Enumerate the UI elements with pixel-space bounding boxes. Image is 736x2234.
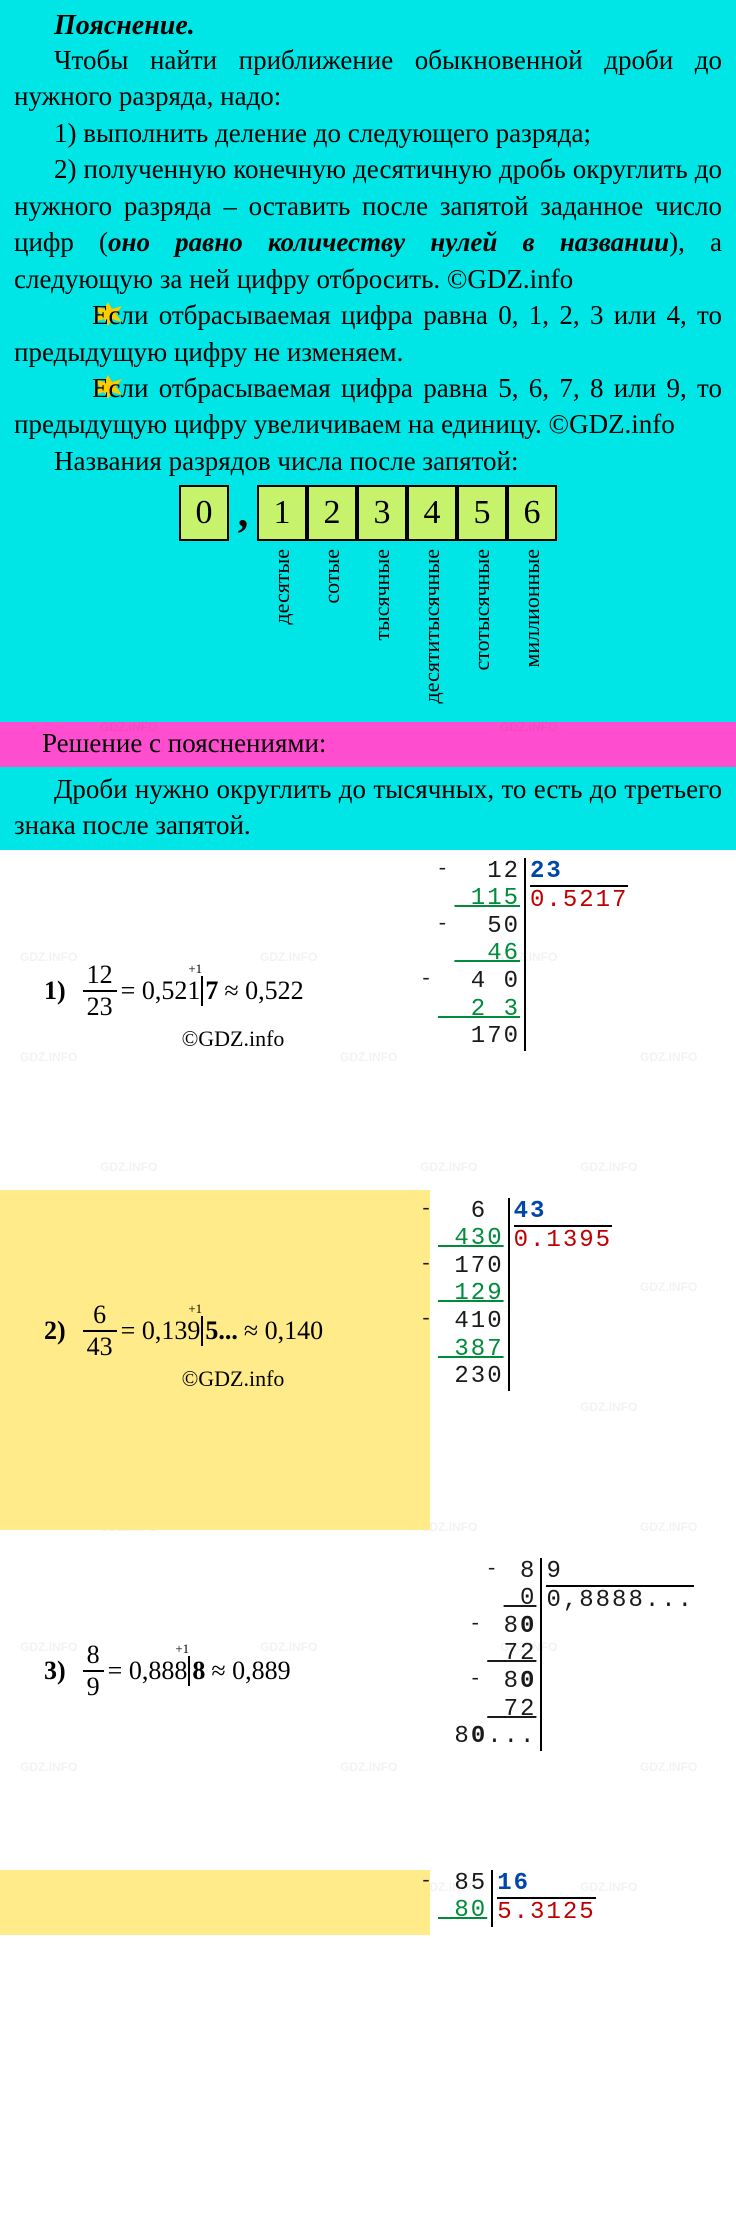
problem-2-formula: 2) 6 43 = 0,13 95... ≈ 0,140 bbox=[44, 1300, 422, 1362]
digit-0: 0 bbox=[179, 485, 229, 541]
label-hundredths: сотые bbox=[319, 549, 345, 608]
problem-3: 3) 8 9 = 0,88 88 ≈ 0,889 8 0 80 72 bbox=[0, 1530, 736, 1870]
long-division-2: 6 430 170 129 410 387 230 43 0.1395 bbox=[438, 1198, 708, 1391]
digit-5: 5 bbox=[457, 485, 507, 541]
long-division-4: 85 80 16 5.3125 bbox=[438, 1870, 708, 1927]
digit-3: 3 bbox=[357, 485, 407, 541]
label-millionths: миллионные bbox=[519, 549, 545, 672]
fraction: 8 9 bbox=[83, 1640, 104, 1702]
solution-note: Дроби нужно округлить до тысячных, то ес… bbox=[0, 767, 736, 850]
problems-section: 1) 12 23 = 0,52 17 ≈ 0,522 ©GDZ.info 12 … bbox=[0, 850, 736, 1935]
digit-4: 4 bbox=[407, 485, 457, 541]
step-1: 1) выполнить деление до следующего разря… bbox=[14, 115, 722, 151]
cutoff-digit: 7 bbox=[201, 976, 218, 1006]
decimal-comma: , bbox=[229, 485, 257, 541]
problem-2: 2) 6 43 = 0,13 95... ≈ 0,140 ©GDZ.info 6… bbox=[0, 1190, 736, 1530]
problem-1: 1) 12 23 = 0,52 17 ≈ 0,522 ©GDZ.info 12 … bbox=[0, 850, 736, 1190]
fraction: 6 43 bbox=[83, 1300, 117, 1362]
star-icon bbox=[54, 299, 82, 323]
solution-header: Решение с пояснениями: bbox=[0, 722, 736, 767]
rule-round-down: Если отбрасываемая цифра равна 0, 1, 2, … bbox=[14, 297, 722, 370]
place-labels-row: десятые сотые тысячные десятитысячные ст… bbox=[14, 549, 722, 707]
digit-6: 6 bbox=[507, 485, 557, 541]
fraction: 12 23 bbox=[83, 960, 117, 1022]
problem-4-partial: 85 80 16 5.3125 bbox=[0, 1870, 736, 1935]
places-intro: Названия разрядов числа после запятой: bbox=[14, 443, 722, 479]
copyright-text: ©GDZ.info bbox=[44, 1366, 422, 1392]
label-thousandths: тысячные bbox=[369, 549, 395, 645]
digit-2: 2 bbox=[307, 485, 357, 541]
carry-digit: 8 bbox=[174, 1656, 187, 1686]
label-hundredthousandths: стотысячные bbox=[469, 549, 495, 674]
rule-round-up: Если отбрасываемая цифра равна 5, 6, 7, … bbox=[14, 370, 722, 443]
long-division-1: 12 115 50 46 4 0 2 3 170 23 0.5217 bbox=[438, 858, 708, 1051]
problem-3-formula: 3) 8 9 = 0,88 88 ≈ 0,889 bbox=[44, 1640, 422, 1702]
explanation-section: Пояснение. Чтобы найти приближение обыкн… bbox=[0, 0, 736, 722]
carry-digit: 1 bbox=[187, 976, 200, 1006]
carry-digit: 9 bbox=[187, 1316, 200, 1346]
digit-1: 1 bbox=[257, 485, 307, 541]
label-tenths: десятые bbox=[269, 549, 295, 629]
cutoff-digit: 5... bbox=[201, 1316, 238, 1346]
intro-paragraph: Чтобы найти приближение обыкновенной дро… bbox=[14, 42, 722, 115]
copyright-text: ©GDZ.info bbox=[44, 1026, 422, 1052]
cutoff-digit: 8 bbox=[188, 1656, 205, 1686]
star-icon bbox=[54, 372, 82, 396]
digits-row: 0 , 1 2 3 4 5 6 bbox=[14, 485, 722, 541]
long-division-3: 8 0 80 72 80 72 80... 9 0,8888... bbox=[438, 1558, 708, 1751]
step-2: 2) полученную конечную десятичную дробь … bbox=[14, 151, 722, 297]
section-title: Пояснение. bbox=[14, 10, 722, 42]
label-tenthousandths: десятитысячные bbox=[419, 549, 445, 707]
problem-1-formula: 1) 12 23 = 0,52 17 ≈ 0,522 bbox=[44, 960, 422, 1022]
